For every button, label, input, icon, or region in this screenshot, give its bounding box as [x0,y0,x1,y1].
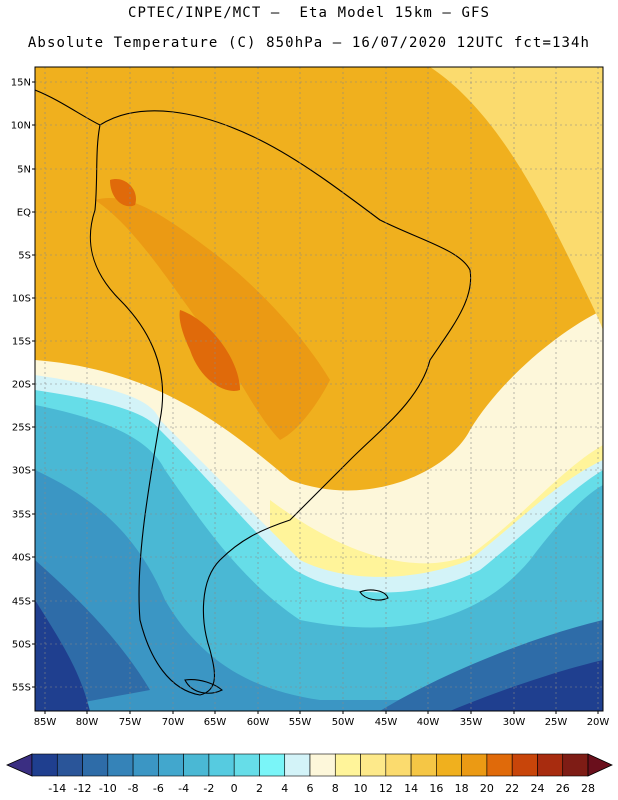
lon-label: 55W [289,717,312,728]
lon-label: 35W [460,717,483,728]
colorbar-swatch [385,753,412,777]
colorbar-label: -12 [74,782,92,795]
central-america-coast [35,89,101,126]
colorbar-swatch [511,753,538,777]
colorbar-high-arrow [587,753,613,777]
title-line-2: Absolute Temperature (C) 850hPa – 16/07/… [27,35,591,51]
colorbar: -14 -12 -10 -8 -6 -4 -2 0 2 4 6 8 10 12 14 16 18 20 22 24 26… [6,753,613,795]
colorbar-label: 10 [354,782,368,795]
colorbar-swatch [56,753,83,777]
lat-label: 15S [12,337,31,348]
colorbar-label: 0 [231,782,238,795]
colorbar-swatch [158,753,184,777]
colorbar-swatch [309,753,336,777]
lat-label: 10N [11,121,31,132]
colorbar-label: 14 [404,782,418,795]
colorbar-swatch [562,753,589,777]
colorbar-label: -14 [48,782,66,795]
map-frame [34,66,604,712]
lon-label: 80W [76,717,99,728]
lon-label: 40W [417,717,440,728]
lon-label: 70W [162,717,185,728]
lat-label: 50S [12,640,31,651]
south-america-coast [89,110,472,696]
lat-label: 5N [17,165,31,176]
colorbar-swatch [486,753,513,777]
lat-label: EQ [17,208,31,219]
coastlines [35,89,472,696]
colorbar-swatch [132,753,159,777]
temperature-field [35,67,603,711]
lat-label: 10S [12,294,31,305]
colorbar-swatch [410,753,437,777]
colorbar-label: 28 [581,782,595,795]
colorbar-swatch [208,753,235,777]
latitude-labels: 15N 10N 5N EQ 5S 10S 15S 20S 25S 30S 35S 40S 45S 50S 5… [11,78,35,694]
lon-label: 65W [204,717,227,728]
lat-label: 25S [12,423,31,434]
colorbar-label: 2 [256,782,263,795]
colorbar-label: -8 [128,782,139,795]
colorbar-swatch [360,753,387,777]
field-hot-north-andes [110,179,136,207]
colorbar-label: -2 [203,782,214,795]
title-line-1: CPTEC/INPE/MCT – Eta Model 15km – GFS [127,5,491,21]
colorbar-swatch [259,753,286,777]
field-cool-band [35,470,603,711]
lat-label: 5S [18,251,31,262]
lon-label: 25W [545,717,568,728]
lon-label: 45W [375,717,398,728]
field-warm-ne [430,67,603,330]
lat-label: 20S [12,380,31,391]
colorbar-swatch [183,753,210,777]
field-deep-orange-andes [95,198,330,440]
colorbar-label: 4 [281,782,288,795]
colorbar-swatch [82,753,109,777]
colorbar-label: 6 [307,782,314,795]
lon-label: 20W [587,717,610,728]
lat-label: 15N [11,78,31,89]
longitude-labels: 85W 80W 75W 70W 65W 60W 55W 50W 45W 40W 35W 30W 25W 2… [34,711,610,728]
colorbar-label: 16 [429,782,443,795]
lat-label: 40S [12,553,31,564]
colorbar-label: 24 [530,782,544,795]
field-very-cold-sw [35,600,90,711]
colorbar-swatch [334,753,361,777]
colorbar-swatch [233,753,260,777]
colorbar-swatch [537,753,564,777]
colorbar-swatch [31,753,58,777]
colorbar-label: 26 [556,782,570,795]
colorbar-swatch [436,753,462,777]
colorbar-label: 8 [332,782,339,795]
tierra-del-fuego [184,679,223,694]
lon-label: 85W [34,717,57,728]
lat-label: 30S [12,466,31,477]
colorbar-label: -6 [153,782,164,795]
colorbar-label: 22 [505,782,519,795]
colorbar-label: 12 [379,782,393,795]
lon-label: 30W [503,717,526,728]
lon-label: 50W [332,717,355,728]
colorbar-label: -10 [99,782,117,795]
field-hot-chaco [179,310,240,391]
colorbar-label: 20 [480,782,494,795]
colorbar-swatch [284,753,311,777]
colorbar-label: -4 [178,782,189,795]
lat-label: 45S [12,597,31,608]
field-very-cold-se [450,660,603,711]
lon-label: 60W [247,717,270,728]
graticule [35,67,603,711]
colorbar-label: 18 [455,782,469,795]
lat-label: 35S [12,510,31,521]
lon-label: 75W [119,717,142,728]
lat-label: 55S [12,683,31,694]
colorbar-swatch [461,753,488,777]
falklands [359,589,389,601]
colorbar-swatch [107,753,134,777]
colorbar-low-arrow [6,753,33,777]
